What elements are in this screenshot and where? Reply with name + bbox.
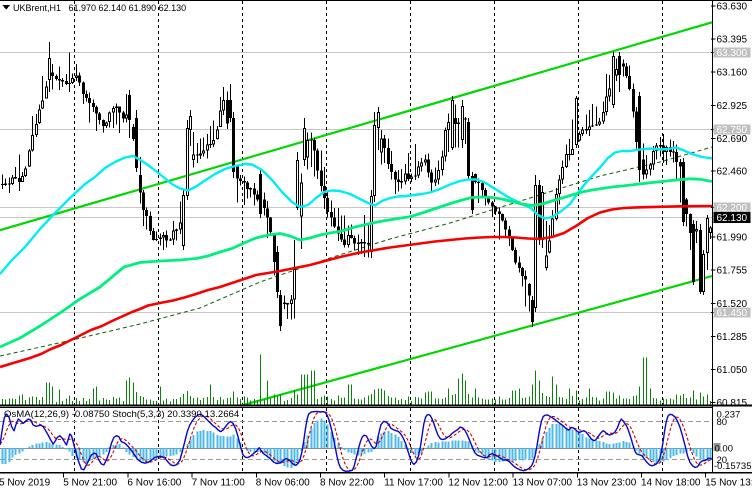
svg-text:62.925: 62.925 [717,101,748,112]
svg-text:13 Nov 07:00: 13 Nov 07:00 [513,478,573,489]
svg-text:61.285: 61.285 [717,332,748,343]
svg-text:6 Nov 16:00: 6 Nov 16:00 [127,478,181,489]
svg-text:62.200: 62.200 [717,203,748,214]
svg-text:61.450: 61.450 [717,308,748,319]
svg-text:63.630: 63.630 [717,1,748,12]
svg-text:-0.15735: -0.15735 [714,461,752,472]
svg-text:62.690: 62.690 [717,134,748,145]
svg-text:63.395: 63.395 [717,35,748,46]
svg-text:14 Nov 18:00: 14 Nov 18:00 [641,478,701,489]
svg-text:5 Nov 2019: 5 Nov 2019 [0,478,51,489]
svg-text:0.00: 0.00 [715,443,734,454]
svg-text:61.520: 61.520 [717,299,748,310]
svg-text:0.237: 0.237 [717,410,741,421]
svg-text:UKBrent,H1 61.970 62.140 61.: UKBrent,H1 61.970 62.140 61.890 62.130 [13,3,186,13]
svg-text:OsMA(12,26,9) -0.08750 Stoch(: OsMA(12,26,9) -0.08750 Stoch(5,3,3) 20.3… [4,409,240,420]
svg-text:63.300: 63.300 [717,48,748,59]
svg-text:80: 80 [717,417,728,428]
svg-text:5 Nov 21:00: 5 Nov 21:00 [63,478,117,489]
svg-text:15 Nov 13:00: 15 Nov 13:00 [705,478,752,489]
svg-text:63.160: 63.160 [717,68,748,79]
svg-text:60.815: 60.815 [717,398,748,409]
svg-text:62.460: 62.460 [717,166,748,177]
svg-text:8 Nov 06:00: 8 Nov 06:00 [256,478,310,489]
svg-text:61.050: 61.050 [717,365,748,376]
svg-text:61.990: 61.990 [717,233,748,244]
svg-text:13 Nov 23:00: 13 Nov 23:00 [577,478,637,489]
svg-text:20: 20 [717,455,728,466]
svg-text:62.750: 62.750 [717,125,748,136]
svg-text:62.130: 62.130 [717,213,748,224]
svg-text:12 Nov 12:00: 12 Nov 12:00 [448,478,508,489]
svg-text:8 Nov 22:00: 8 Nov 22:00 [320,478,374,489]
svg-text:61.755: 61.755 [717,266,748,277]
svg-text:11 Nov 17:00: 11 Nov 17:00 [384,478,443,489]
svg-text:7 Nov 11:00: 7 Nov 11:00 [192,478,246,489]
